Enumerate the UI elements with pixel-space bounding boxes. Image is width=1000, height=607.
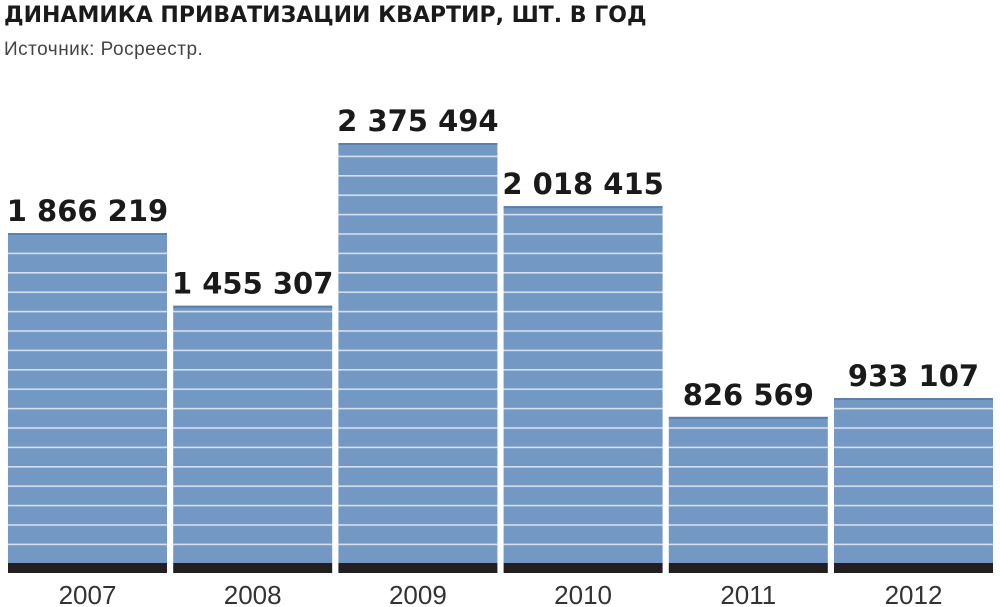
value-label: 1 455 307 [172,267,333,301]
value-label: 1 866 219 [7,194,168,228]
chart-subtitle: Источник: Росреестр. [4,39,203,60]
bar [173,305,333,563]
value-label: 826 569 [683,378,814,412]
base-strip [834,563,993,573]
x-tick-label: 2008 [224,580,282,607]
value-label: 2 018 415 [502,167,663,201]
bar-top-edge [834,398,993,401]
x-tick-label: 2007 [59,580,117,607]
bar-top-edge [173,305,333,308]
value-label: 2 375 494 [337,104,498,138]
bar [668,416,828,563]
base-strip [173,563,333,573]
bar [834,398,993,563]
bar-top-edge [338,143,498,145]
base-strip [338,563,498,573]
value-label: 933 107 [848,359,979,393]
x-tick-label: 2009 [389,580,447,607]
base-strip [8,563,167,573]
x-tick-label: 2010 [554,580,612,607]
bar [8,233,167,563]
bar-top-edge [8,233,167,236]
bar-top-edge [668,416,828,419]
bar [503,206,663,563]
x-tick-label: 2012 [885,580,943,607]
chart-title: ДИНАМИКА ПРИВАТИЗАЦИИ КВАРТИР, ШТ. В ГОД [4,3,647,28]
base-strip [668,563,828,573]
x-tick-label: 2011 [720,580,776,607]
bar [338,143,498,563]
base-strip [503,563,663,573]
bar-top-edge [503,206,663,209]
